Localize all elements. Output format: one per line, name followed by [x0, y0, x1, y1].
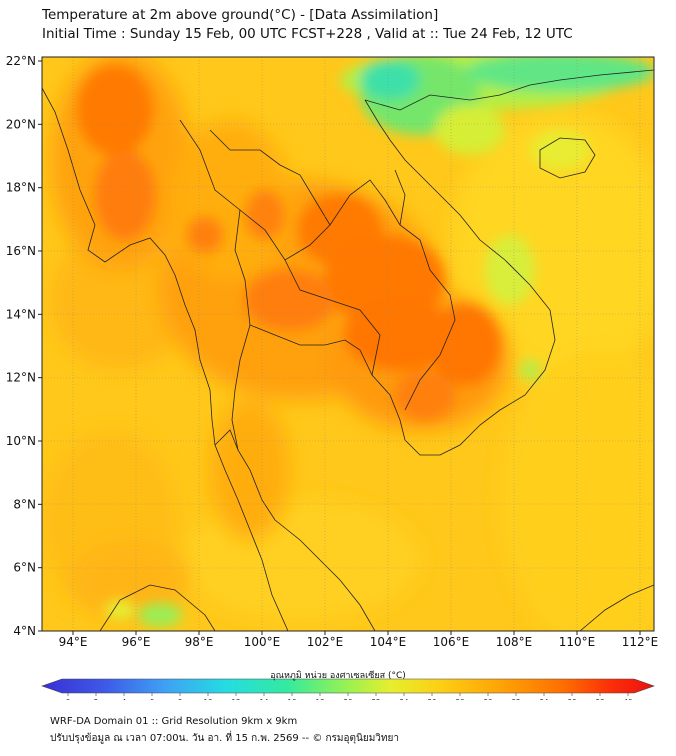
longitude-axis: 94°E 96°E 98°E 100°E 102°E 104°E 106°E 108°E 110… — [59, 631, 659, 649]
latitude-label: 20°N — [6, 117, 36, 131]
latitude-label: 4°N — [13, 624, 36, 638]
colorbar-title: อุณหภูมิ หน่วย องศาเซลเซียส (°C) — [270, 671, 406, 681]
colorbar-tick-label: 24 — [400, 698, 409, 700]
longitude-label: 100°E — [244, 635, 281, 649]
longitude-label: 98°E — [185, 635, 214, 649]
latitude-label: 8°N — [13, 497, 36, 511]
map-title: Temperature at 2m above ground(°C) - [Da… — [42, 7, 439, 23]
colorbar-tick-label: 6 — [150, 698, 155, 700]
latitude-label: 18°N — [6, 181, 36, 195]
plot-frame — [41, 56, 655, 632]
longitude-label: 106°E — [433, 635, 470, 649]
colorbar-tick-label: 28 — [456, 698, 465, 700]
temperature-field — [42, 57, 654, 631]
longitude-label: 112°E — [622, 635, 659, 649]
colorbar-tick-label: 20 — [344, 698, 353, 700]
colorbar: 0246810121416182022242628303234363840 — [41, 678, 655, 700]
colorbar-tick-label: 18 — [316, 698, 325, 700]
latitude-label: 14°N — [6, 307, 36, 321]
colorbar-tick-label: 30 — [484, 698, 493, 700]
footer-update-info: ปรับปรุงข้อมูล ณ เวลา 07:00น. วัน อา. ที… — [50, 733, 399, 744]
colorbar-tick-label: 14 — [260, 698, 269, 700]
map-subtitle: Initial Time : Sunday 15 Feb, 00 UTC FCS… — [42, 26, 573, 42]
colorbar-tick-label: 0 — [66, 698, 70, 700]
colorbar-tick-label: 12 — [232, 698, 241, 700]
latitude-label: 10°N — [6, 434, 36, 448]
colorbar-tick-label: 34 — [540, 698, 549, 700]
latitude-label: 22°N — [6, 54, 36, 68]
colorbar-tick-label: 26 — [428, 698, 437, 700]
colorbar-tick-label: 8 — [178, 698, 182, 700]
temperature-map: 22°N 20°N 18°N 16°N 14°N 12°N 10°N 8°N 6°N 4°N 94… — [6, 54, 659, 700]
colorbar-tick-label: 32 — [512, 698, 521, 700]
colorbar-tick-label: 40 — [624, 698, 633, 700]
longitude-label: 110°E — [559, 635, 596, 649]
latitude-label: 6°N — [13, 561, 36, 575]
colorbar-tick-label: 38 — [596, 698, 605, 700]
latitude-axis: 22°N 20°N 18°N 16°N 14°N 12°N 10°N 8°N 6°N 4°N — [6, 54, 42, 638]
longitude-label: 96°E — [122, 635, 151, 649]
latitude-label: 12°N — [6, 371, 36, 385]
colorbar-tick-label: 16 — [288, 698, 297, 700]
longitude-label: 104°E — [370, 635, 407, 649]
longitude-label: 94°E — [59, 635, 88, 649]
longitude-label: 108°E — [496, 635, 533, 649]
longitude-label: 102°E — [307, 635, 344, 649]
latitude-label: 16°N — [6, 244, 36, 258]
colorbar-tick-label: 4 — [122, 698, 127, 700]
colorbar-tick-label: 10 — [204, 698, 213, 700]
colorbar-tick-label: 22 — [372, 698, 381, 700]
colorbar-ramp — [41, 678, 655, 694]
footer-model-info: WRF-DA Domain 01 :: Grid Resolution 9km … — [50, 716, 298, 727]
colorbar-tick-label: 2 — [94, 698, 98, 700]
colorbar-tick-label: 36 — [568, 698, 577, 700]
